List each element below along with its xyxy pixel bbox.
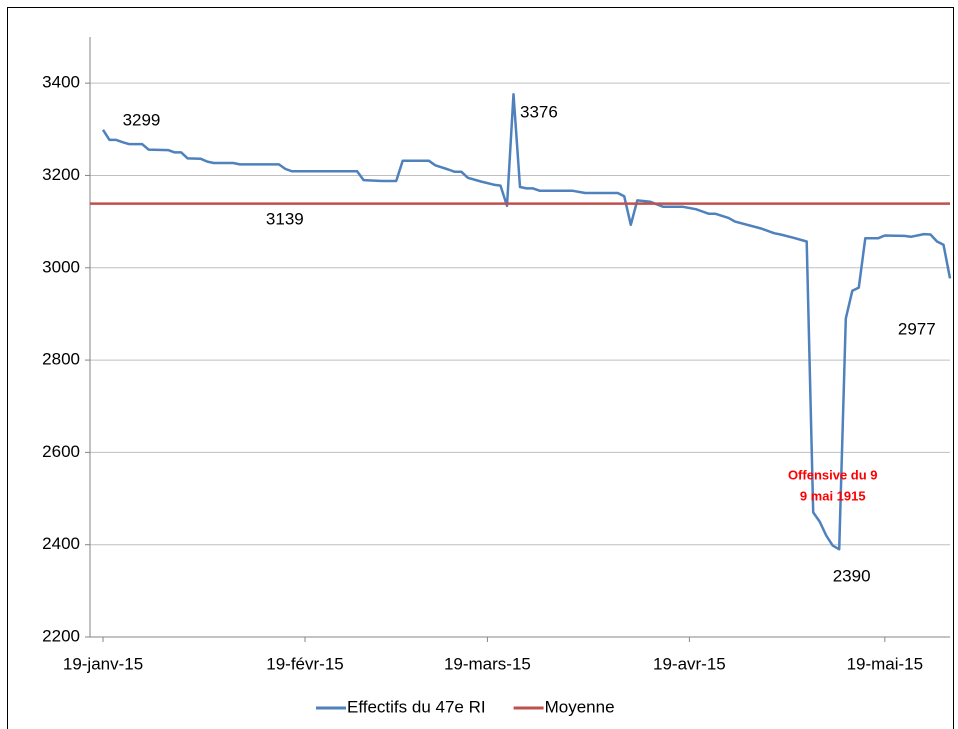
x-tick-label: 19-janv-15 [63,654,143,673]
annotation: Offensive du 9 [788,467,878,482]
data-label: 3139 [266,210,304,229]
legend: Effectifs du 47e RI Moyenne [316,697,615,716]
data-label: 2977 [898,320,936,339]
y-tick-label: 3200 [42,165,80,184]
legend-label: Effectifs du 47e RI [347,697,486,716]
y-tick-label: 2400 [42,534,80,553]
data-label: 3376 [520,103,558,122]
y-tick-label: 3000 [42,257,80,276]
data-label: 2390 [833,566,871,585]
y-tick-label: 2200 [42,626,80,645]
x-tick-label: 19-mars-15 [444,654,531,673]
line-series [101,92,952,551]
y-tick-label: 3400 [42,73,80,92]
data-label: 3299 [123,110,161,129]
y-tick-label: 2800 [42,350,80,369]
y-tick-label: 2600 [42,442,80,461]
x-tick-label: 19-mai-15 [847,654,924,673]
legend-label: Moyenne [545,697,615,716]
chart-frame [7,7,954,729]
annotation: 9 mai 1915 [800,488,866,503]
x-tick-label: 19-avr-15 [653,654,726,673]
x-tick-label: 19-févr-15 [266,654,343,673]
